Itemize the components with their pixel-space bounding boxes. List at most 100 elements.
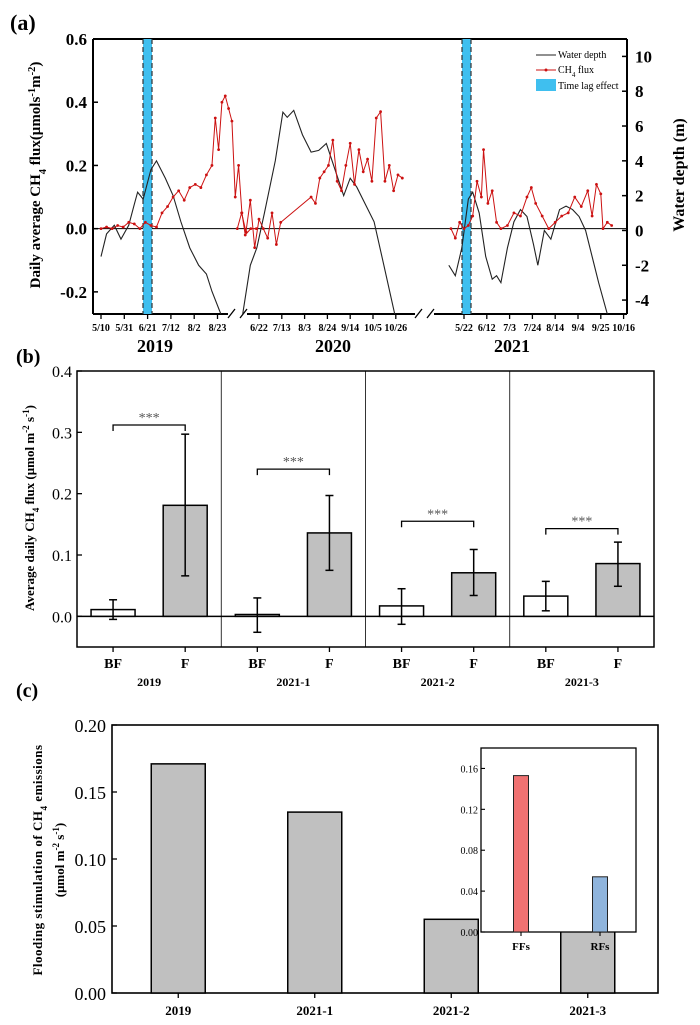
axis-break-mark	[414, 308, 423, 319]
legend-ch4-flux-label: CH4 flux	[558, 65, 594, 79]
significance-bracket	[545, 527, 619, 535]
ch4-flux-point	[479, 195, 483, 199]
ch4-flux-point	[370, 179, 374, 183]
y-axis-label-left-part: flux(μmols	[28, 97, 44, 169]
ch4-flux-point	[599, 192, 603, 196]
ch4-flux-point	[217, 148, 221, 152]
legend-ch4-flux-label-part: 4	[572, 71, 576, 79]
y-axis-label: Average daily CH4 flux (μmol m-2 s-1)	[21, 405, 41, 611]
ch4-flux-point	[605, 220, 609, 224]
ch4-flux-point	[253, 246, 257, 250]
ch4-flux-point	[261, 227, 265, 231]
axis-break-mark	[426, 308, 435, 319]
inset-y-tick-label: 0.08	[461, 846, 479, 857]
ch4-flux-point	[279, 220, 283, 224]
ch4-flux-point	[573, 195, 577, 199]
legend-ch4-flux-label-part: flux	[575, 65, 594, 76]
x-tick-label: 7/13	[273, 323, 291, 334]
x-tick-label: BF	[393, 657, 411, 672]
y-axis-label-line2-part: s	[52, 835, 67, 843]
ch4-flux-point	[248, 198, 252, 202]
y-axis-label-part: -1	[21, 409, 31, 417]
x-tick-label: 8/23	[209, 323, 227, 334]
x-tick-label: 5/10	[92, 323, 110, 334]
ch4-flux-point	[188, 186, 192, 189]
ch4-flux-point	[361, 170, 365, 174]
ch4-flux-point	[471, 214, 475, 218]
ch4-flux-point	[155, 225, 158, 229]
ch4-flux-point	[529, 186, 533, 189]
year-label-2021: 2021	[494, 336, 530, 356]
year-label-2020: 2020	[315, 336, 351, 356]
ch4-flux-point	[353, 183, 356, 186]
y-tick-label-right: -4	[635, 291, 650, 310]
group-label: 2019	[137, 675, 161, 689]
y-axis-label-line1: Flooding stimulation of CH4 emissions	[30, 744, 49, 975]
ch4-flux-point	[486, 201, 490, 205]
x-tick-label: 10/26	[384, 323, 407, 334]
x-tick-label: 5/22	[455, 323, 473, 334]
y-axis-label-part: -2	[21, 425, 31, 433]
ch4-flux-point	[110, 227, 114, 231]
ch4-flux-point	[199, 186, 203, 189]
y-tick-label-left: 0.4	[66, 93, 88, 112]
ch4-flux-point	[453, 236, 457, 240]
ch4-flux-point	[357, 148, 361, 152]
ch4-flux-point	[387, 164, 391, 167]
x-tick-label: 2021-2	[433, 1003, 470, 1018]
y-tick-label: 0.4	[52, 364, 72, 381]
y-axis-label-left-part: Daily average CH	[28, 174, 44, 288]
inset-bar-RFs	[592, 876, 608, 933]
ch4-flux-point	[249, 227, 253, 231]
y-axis-label-left: Daily average CH4 flux(μmols-1m-2)	[27, 62, 49, 289]
ch4-flux-point	[223, 94, 227, 98]
y-axis-label-line2-part: )	[52, 823, 67, 827]
ch4-flux-point	[266, 236, 270, 240]
ch4-flux-point	[182, 198, 186, 202]
ch4-flux-point	[138, 227, 142, 231]
ch4-flux-point	[240, 211, 244, 215]
x-tick-label: 9/14	[341, 323, 359, 334]
ch4-flux-point	[534, 201, 538, 205]
ch4-flux-point	[499, 227, 503, 231]
y-axis-label-line2-part: -1	[51, 827, 61, 835]
ch4-flux-point	[340, 189, 343, 193]
x-tick-label: 7/3	[503, 323, 516, 334]
y-tick-label-right: -2	[635, 256, 649, 275]
ch4-flux-point	[379, 110, 382, 114]
y-tick-label-left: 0.6	[66, 30, 87, 49]
y-tick-label-right: 8	[635, 82, 644, 101]
y-tick-label: 0.3	[52, 425, 72, 442]
x-tick-label: 6/12	[478, 323, 496, 334]
y-axis-label-line1-part: Flooding stimulation of CH	[30, 810, 45, 975]
ch4-flux-point	[519, 214, 522, 218]
legend-time-lag-label: Time lag effect	[558, 81, 619, 92]
y-axis-label-part: s	[22, 417, 37, 425]
x-tick-label: 7/12	[162, 323, 180, 334]
y-tick-label: 0.05	[75, 917, 107, 937]
y-tick-label: 0.15	[75, 783, 107, 803]
y-axis-label-left-part: )	[28, 62, 44, 67]
x-tick-label: 5/31	[115, 323, 133, 334]
ch4-flux-point	[99, 227, 103, 231]
significance-label: ***	[283, 455, 304, 470]
significance-label: ***	[427, 507, 448, 522]
inset-frame	[480, 747, 637, 933]
ch4-flux-point	[344, 164, 348, 167]
ch4-flux-point	[327, 164, 330, 167]
bar-2021-1	[287, 811, 343, 994]
y-axis-label-right: Water depth (m)	[671, 118, 688, 231]
water-depth-line-2020	[242, 109, 396, 314]
ch4-flux-point	[392, 189, 396, 193]
legend-ch4-flux-marker	[544, 68, 548, 72]
x-tick-label: 8/3	[298, 323, 311, 334]
y-tick-label-left: 0.0	[66, 220, 87, 239]
ch4-flux-point	[116, 224, 120, 227]
significance-label: ***	[571, 515, 592, 530]
significance-label: ***	[139, 411, 160, 426]
x-tick-label: 8/2	[188, 323, 201, 334]
ch4-flux-point	[566, 211, 570, 215]
ch4-flux-point	[235, 227, 239, 231]
ch4-flux-point	[160, 211, 164, 215]
